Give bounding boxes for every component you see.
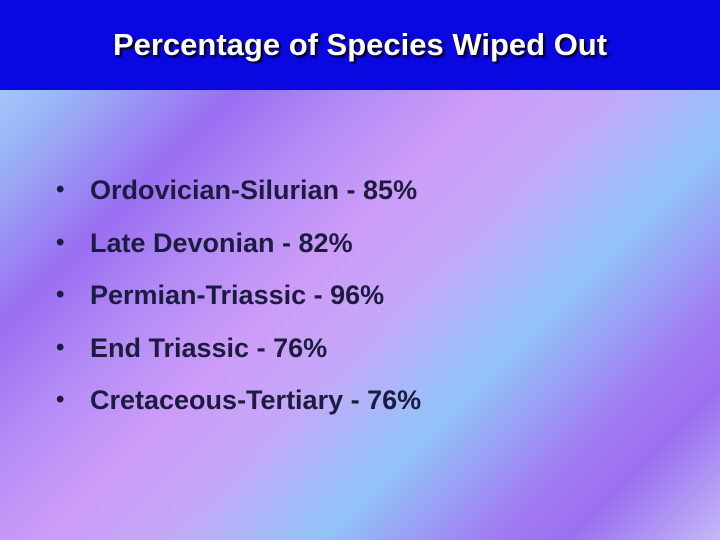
bullet-item: • Late Devonian - 82%: [56, 217, 421, 270]
bullet-item: • End Triassic - 76%: [56, 322, 421, 375]
bullet-dot: •: [56, 176, 65, 204]
bullet-text: Cretaceous-Tertiary - 76%: [90, 385, 422, 416]
bullet-item: • Permian-Triassic - 96%: [56, 269, 421, 322]
bullet-text: Late Devonian - 82%: [90, 227, 353, 258]
bullet-text: End Triassic - 76%: [90, 332, 328, 363]
bullet-dot: •: [56, 228, 65, 256]
bullet-list: • Ordovician-Silurian - 85% • Late Devonian…: [56, 164, 421, 427]
bullet-dot: •: [56, 281, 65, 309]
bullet-dot: •: [56, 333, 65, 361]
header-bar: Percentage of Species Wiped Out: [0, 0, 720, 90]
bullet-item: • Ordovician-Silurian - 85%: [56, 164, 421, 217]
slide-title: Percentage of Species Wiped Out: [112, 27, 608, 62]
bullet-item: • Cretaceous-Tertiary - 76%: [56, 374, 421, 427]
bullet-text: Permian-Triassic - 96%: [90, 280, 385, 311]
bullet-dot: •: [56, 386, 65, 414]
bullet-text: Ordovician-Silurian - 85%: [90, 175, 418, 206]
